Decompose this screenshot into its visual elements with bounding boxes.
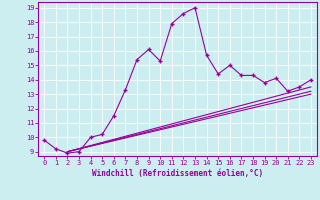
X-axis label: Windchill (Refroidissement éolien,°C): Windchill (Refroidissement éolien,°C) xyxy=(92,169,263,178)
